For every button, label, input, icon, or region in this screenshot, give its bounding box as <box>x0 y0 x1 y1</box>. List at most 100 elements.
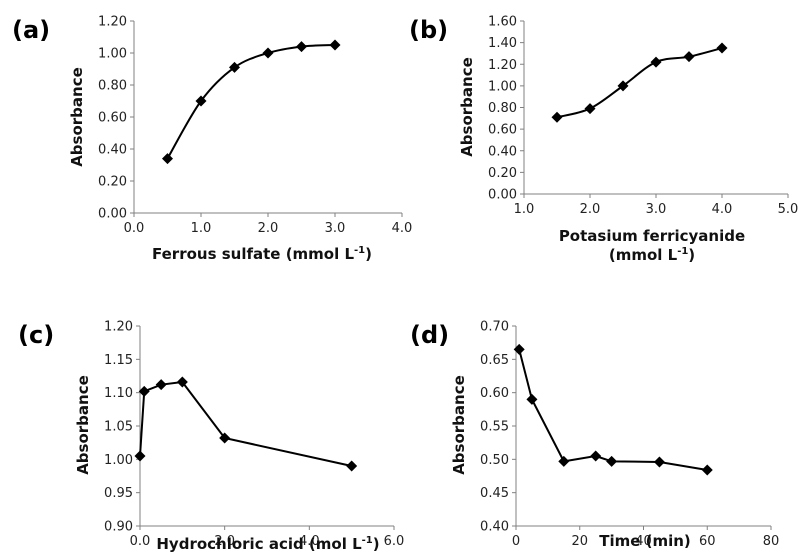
y-tick-label: 0.40 <box>480 520 509 535</box>
data-point <box>346 460 358 472</box>
y-tick-label: 0.20 <box>98 175 127 190</box>
x-axis-label-line2-text: (mmol L <box>609 246 678 264</box>
panel-label: (c) <box>18 321 54 349</box>
data-point <box>683 51 695 63</box>
x-tick-label: 3.0 <box>646 202 667 217</box>
x-axis-label: Potasium ferricyanide <box>559 227 745 245</box>
y-tick-label: 0.65 <box>480 353 509 368</box>
x-tick-label: 20 <box>571 534 588 549</box>
y-tick-label: 0.90 <box>104 520 133 535</box>
panel-label: (d) <box>410 321 449 349</box>
y-tick-label: 1.00 <box>98 47 127 62</box>
y-tick-label: 1.60 <box>488 15 517 30</box>
x-tick-label: 40 <box>635 534 652 549</box>
y-tick-label: 1.00 <box>104 453 133 468</box>
x-tick-label: 4.0 <box>299 534 320 549</box>
y-tick-label: 0.00 <box>98 207 127 222</box>
y-tick-label: 0.60 <box>488 123 517 138</box>
y-tick-label: 0.00 <box>488 188 517 203</box>
y-axis-label: Absorbance <box>68 67 86 167</box>
chart-panel-d: (d) 0.40 0.45 0.50 0.55 0.60 0.65 0.70 0 20 40 60 80… <box>410 320 779 551</box>
series-line <box>139 380 352 467</box>
panel-label: (a) <box>12 16 50 44</box>
y-tick-label: 1.20 <box>104 320 133 335</box>
y-tick-label: 0.20 <box>488 166 517 181</box>
y-tick-label: 1.40 <box>488 36 517 51</box>
y-axis-label: Absorbance <box>458 57 476 157</box>
panel-label: (b) <box>409 16 448 44</box>
x-axis-label-text: Potasium ferricyanide <box>559 227 745 245</box>
y-tick-label: 1.10 <box>104 386 133 401</box>
x-tick-label: 0.0 <box>124 221 145 236</box>
y-tick-label: 0.50 <box>480 453 509 468</box>
data-point <box>558 455 570 467</box>
y-tick-label: 1.05 <box>104 420 133 435</box>
data-point <box>650 56 662 68</box>
y-tick-label: 0.80 <box>488 101 517 116</box>
x-tick-label: 2.0 <box>580 202 601 217</box>
y-tick-label: 1.20 <box>98 15 127 30</box>
chart-panel-b: (b) 0.00 0.20 0.40 0.60 0.80 1.00 1.20 1.40 1.60 1… <box>409 15 798 265</box>
data-point <box>526 393 538 405</box>
x-tick-label: 1.0 <box>191 221 212 236</box>
x-axis-label-line2-superscript: -1 <box>677 246 688 257</box>
y-tick-label: 0.60 <box>480 386 509 401</box>
data-point <box>584 103 596 115</box>
data-point <box>262 47 274 59</box>
x-tick-label: 6.0 <box>384 534 405 549</box>
series-line <box>166 44 336 160</box>
data-point <box>134 450 146 462</box>
x-axis-label-line2-close: ) <box>688 246 695 264</box>
x-tick-label: 80 <box>763 534 780 549</box>
data-point <box>176 376 188 388</box>
data-point <box>162 153 173 165</box>
data-point <box>296 41 307 53</box>
x-axis-label-text: Ferrous sulfate (mmol L <box>152 245 354 263</box>
y-tick-label: 0.70 <box>480 320 509 335</box>
y-tick-label: 0.95 <box>104 486 133 501</box>
data-point <box>229 61 240 73</box>
x-axis-label-close: ) <box>365 245 372 263</box>
x-tick-label: 2.0 <box>258 221 279 236</box>
data-point <box>617 80 629 92</box>
y-tick-label: 1.15 <box>104 353 133 368</box>
data-point <box>590 450 602 462</box>
y-tick-label: 0.40 <box>98 143 127 158</box>
y-tick-label: 0.55 <box>480 420 509 435</box>
data-point <box>716 42 728 54</box>
y-tick-label: 1.20 <box>488 58 517 73</box>
data-point <box>551 111 563 123</box>
x-axis-label-line2: (mmol L-1) <box>609 246 695 264</box>
x-axis-label-close: ) <box>373 535 380 552</box>
x-tick-label: 4.0 <box>712 202 733 217</box>
x-axis-label: Time (min) <box>599 532 691 550</box>
data-point <box>701 464 713 476</box>
series-line <box>556 47 723 119</box>
data-point <box>155 379 167 391</box>
data-point <box>653 456 665 468</box>
x-axis-label-text: Time (min) <box>599 532 691 550</box>
y-axis-label: Absorbance <box>450 375 468 475</box>
x-tick-label: 3.0 <box>325 221 346 236</box>
data-point <box>219 432 231 444</box>
y-tick-label: 0.40 <box>488 144 517 159</box>
x-axis-label-superscript: -1 <box>354 245 365 256</box>
x-tick-label: 0 <box>512 534 520 549</box>
y-axis-label: Absorbance <box>74 375 92 475</box>
chart-panel-c: (c) 0.90 0.95 1.00 1.05 1.10 1.15 1.20 0.0 2.0 4.0… <box>18 320 404 552</box>
x-tick-label: 5.0 <box>778 202 798 217</box>
x-tick-label: 2.0 <box>214 534 235 549</box>
y-tick-label: 0.60 <box>98 111 127 126</box>
x-axis-label: Hydrochloric acid (mol L-1) <box>156 535 379 552</box>
data-point <box>138 385 150 397</box>
x-tick-label: 60 <box>699 534 716 549</box>
y-tick-label: 0.80 <box>98 79 127 94</box>
data-point <box>513 343 525 355</box>
y-tick-label: 0.45 <box>480 486 509 501</box>
x-tick-label: 1.0 <box>514 202 535 217</box>
x-tick-label: 4.0 <box>392 221 413 236</box>
x-axis-label-text: Hydrochloric acid (mol L <box>156 535 362 552</box>
data-point <box>606 455 618 467</box>
x-tick-label: 0.0 <box>130 534 151 549</box>
